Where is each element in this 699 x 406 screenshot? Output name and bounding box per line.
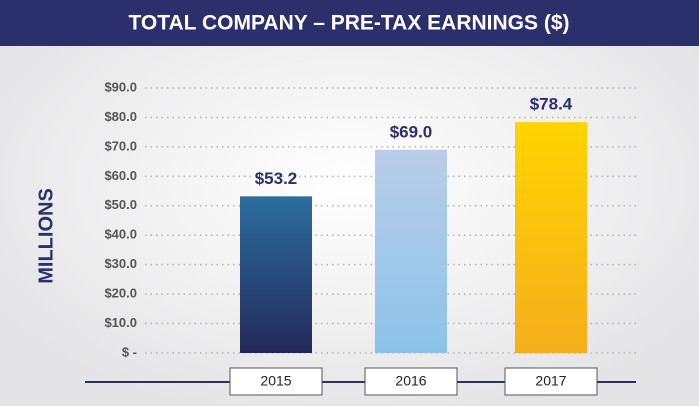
x-tick-label: 2015 [260,373,291,389]
y-axis-label: MILLIONS [35,188,57,284]
y-tick-label: $20.0 [104,286,137,301]
category-box [364,367,458,396]
category-box [504,367,598,396]
data-label: $78.4 [530,95,573,114]
y-tick-label: $50.0 [104,197,137,212]
bar [375,149,447,353]
data-label: $53.2 [255,169,298,188]
y-tick-label: $80.0 [104,109,137,124]
y-tick-label: $90.0 [104,79,137,94]
y-tick-label: $60.0 [104,168,137,183]
y-tick-label: $ - [122,344,137,359]
y-tick-label: $40.0 [104,227,137,242]
y-tick-label: $10.0 [104,315,137,330]
data-label: $69.0 [390,122,433,141]
bar [515,122,587,354]
chart-title: TOTAL COMPANY – PRE-TAX EARNINGS ($) [128,12,569,35]
x-tick-label: 2017 [535,373,566,389]
y-tick-label: $30.0 [104,256,137,271]
category-box [229,367,323,396]
title-bar [0,0,699,46]
bar [240,196,312,353]
y-tick-label: $70.0 [104,138,137,153]
x-tick-label: 2016 [395,373,426,389]
